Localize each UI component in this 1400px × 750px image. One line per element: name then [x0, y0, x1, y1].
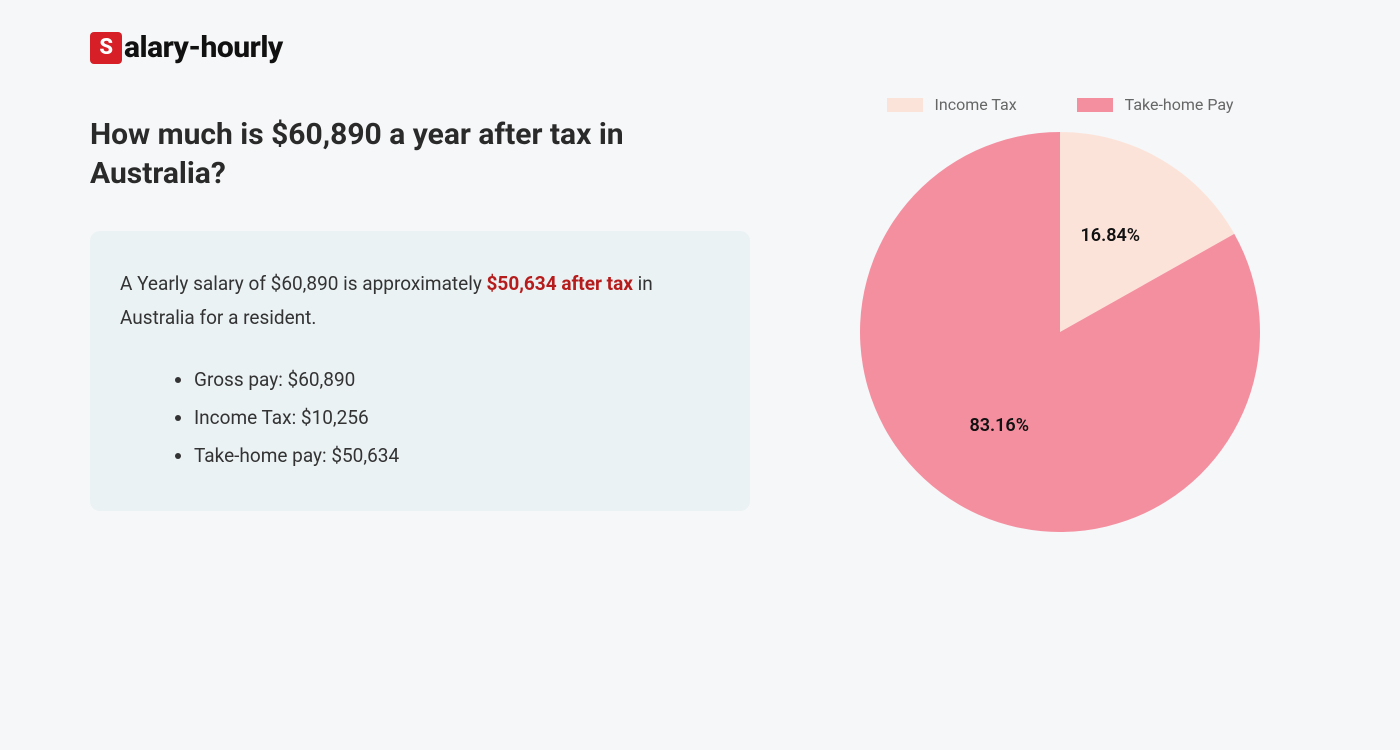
site-logo: Salary-hourly — [90, 30, 1310, 65]
summary-prefix: A Yearly salary of $60,890 is approximat… — [120, 272, 487, 295]
summary-highlight: $50,634 after tax — [487, 272, 633, 295]
legend-item-income-tax: Income Tax — [887, 95, 1017, 114]
pie-slice-label: 83.16% — [969, 415, 1029, 436]
list-item: Income Tax: $10,256 — [194, 399, 720, 437]
legend-label: Income Tax — [935, 95, 1017, 114]
list-item: Gross pay: $60,890 — [194, 361, 720, 399]
legend-item-take-home: Take-home Pay — [1077, 95, 1234, 114]
list-item: Take-home pay: $50,634 — [194, 437, 720, 475]
page-title: How much is $60,890 a year after tax in … — [90, 115, 750, 193]
legend-label: Take-home Pay — [1125, 95, 1234, 114]
summary-text: A Yearly salary of $60,890 is approximat… — [120, 267, 720, 335]
logo-text: alary-hourly — [124, 30, 283, 65]
legend-swatch — [887, 98, 923, 112]
legend-swatch — [1077, 98, 1113, 112]
logo-badge: S — [90, 32, 122, 64]
pie-slice-label: 16.84% — [1081, 225, 1141, 246]
chart-legend: Income Tax Take-home Pay — [887, 95, 1234, 114]
summary-list: Gross pay: $60,890 Income Tax: $10,256 T… — [120, 361, 720, 475]
pie-chart: 16.84% 83.16% — [860, 132, 1260, 532]
summary-box: A Yearly salary of $60,890 is approximat… — [90, 231, 750, 511]
